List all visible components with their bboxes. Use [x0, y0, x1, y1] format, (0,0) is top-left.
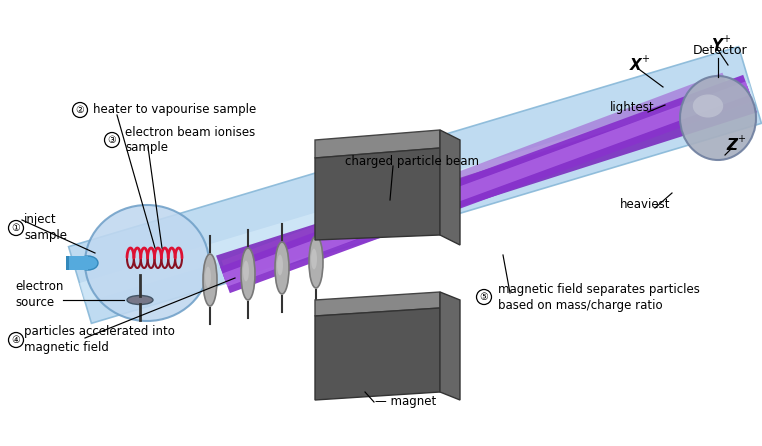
Polygon shape — [440, 130, 460, 245]
Text: ③: ③ — [107, 135, 117, 145]
Circle shape — [104, 132, 120, 148]
Polygon shape — [220, 75, 753, 293]
Text: lightest: lightest — [610, 102, 655, 115]
Ellipse shape — [205, 267, 211, 287]
Text: magnetic field separates particles
based on mass/charge ratio: magnetic field separates particles based… — [498, 282, 700, 311]
Bar — [66, 256, 69, 270]
Text: Detector: Detector — [693, 44, 748, 57]
Text: ④: ④ — [11, 335, 21, 345]
Text: particles accelerated into
magnetic field: particles accelerated into magnetic fiel… — [24, 326, 174, 355]
Ellipse shape — [680, 76, 756, 160]
Text: heaviest: heaviest — [620, 198, 671, 211]
Text: electron beam ionises
sample: electron beam ionises sample — [125, 125, 255, 154]
Circle shape — [476, 289, 491, 305]
Ellipse shape — [309, 236, 323, 288]
Text: ②: ② — [75, 105, 85, 115]
Text: inject
sample: inject sample — [24, 214, 67, 243]
Text: X: X — [630, 58, 642, 73]
Polygon shape — [315, 308, 440, 400]
Text: ①: ① — [11, 223, 21, 233]
Text: heater to vapourise sample: heater to vapourise sample — [93, 103, 256, 116]
Polygon shape — [315, 148, 440, 240]
Text: +: + — [641, 54, 649, 64]
Ellipse shape — [203, 254, 217, 306]
Ellipse shape — [275, 242, 289, 294]
Text: +: + — [737, 134, 745, 144]
Circle shape — [8, 220, 24, 235]
Text: Y: Y — [711, 37, 722, 53]
Ellipse shape — [78, 256, 98, 270]
Ellipse shape — [311, 248, 317, 269]
Ellipse shape — [243, 260, 249, 281]
Text: ⑤: ⑤ — [479, 292, 488, 302]
Text: — magnet: — magnet — [375, 396, 437, 409]
Ellipse shape — [85, 205, 209, 321]
Polygon shape — [223, 82, 751, 287]
Polygon shape — [222, 73, 729, 279]
Text: electron
source: electron source — [15, 281, 63, 310]
Text: Z: Z — [726, 137, 737, 153]
Ellipse shape — [127, 296, 153, 305]
Ellipse shape — [693, 95, 723, 118]
Circle shape — [8, 333, 24, 347]
Polygon shape — [315, 292, 440, 316]
Text: charged particle beam: charged particle beam — [345, 156, 479, 169]
Text: +: + — [722, 34, 730, 44]
Polygon shape — [315, 130, 440, 158]
Polygon shape — [69, 47, 761, 323]
Ellipse shape — [277, 255, 283, 275]
Polygon shape — [440, 292, 460, 400]
Bar — [68, 256, 88, 270]
Circle shape — [72, 103, 88, 117]
Ellipse shape — [241, 248, 255, 300]
Polygon shape — [216, 86, 757, 282]
Polygon shape — [79, 83, 755, 302]
